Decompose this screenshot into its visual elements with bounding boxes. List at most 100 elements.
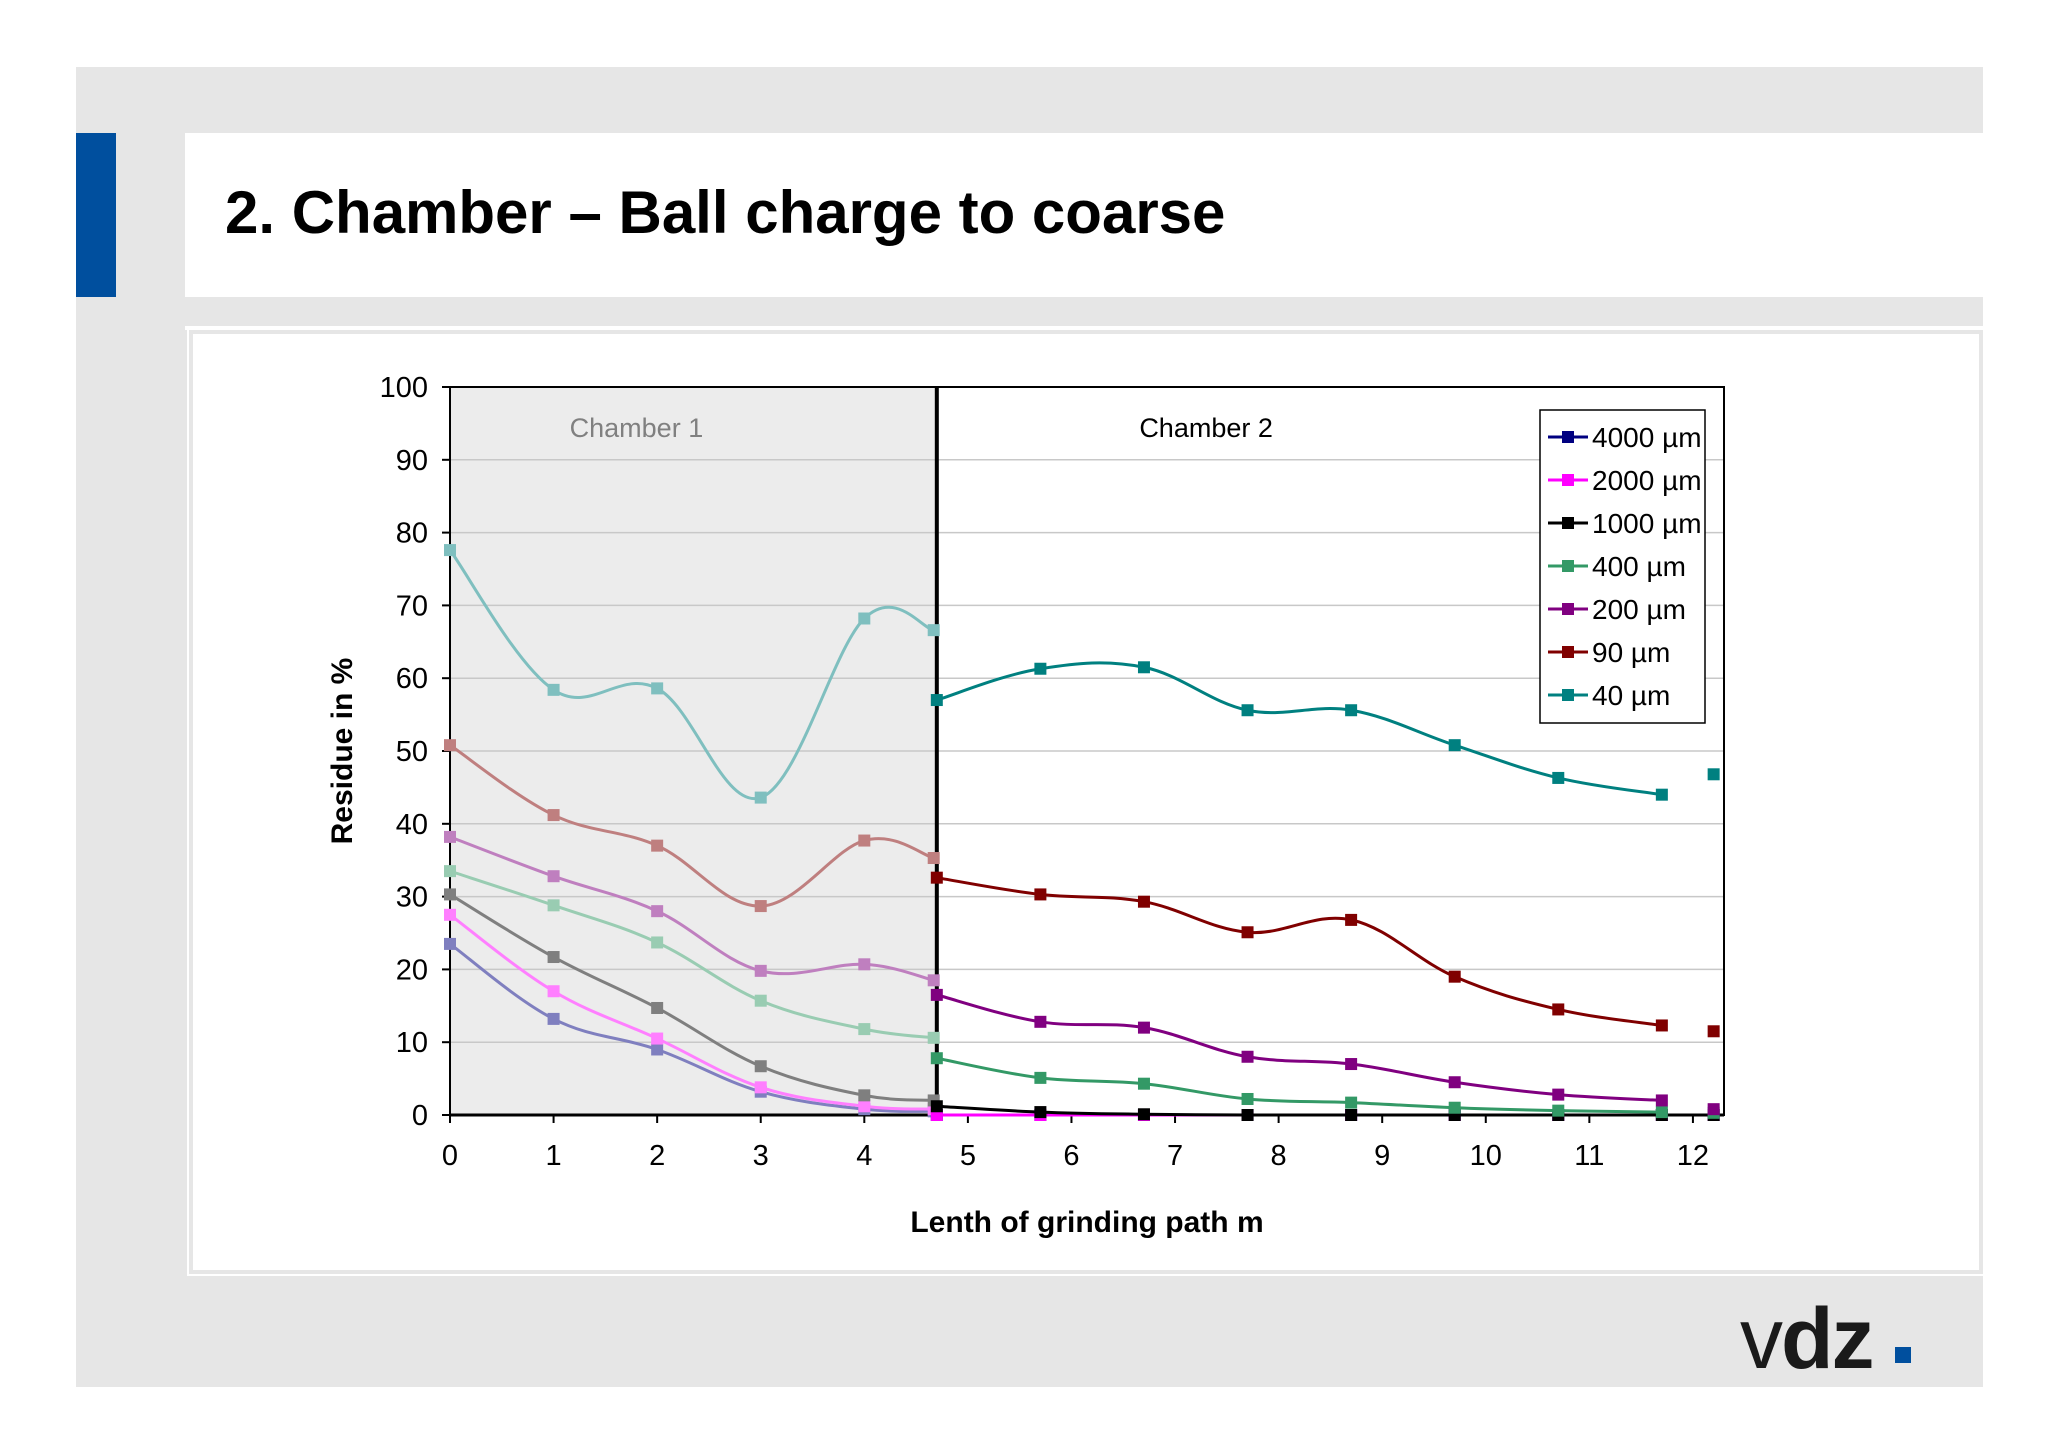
data-point-2000m-chamber1 [858,1100,871,1113]
y-tick-label: 20 [396,954,428,986]
data-point-4000m-chamber1 [547,1012,560,1025]
data-point-200m-chamber2 [1241,1050,1254,1063]
x-axis-title: Lenth of grinding path m [910,1206,1263,1239]
x-tick-label: 11 [1574,1140,1604,1172]
y-tick-label: 100 [380,372,428,404]
data-point-90m-chamber1 [651,839,664,852]
legend-label: 2000 µm [1592,465,1702,496]
data-point-90m-chamber2 [1552,1003,1565,1016]
x-tick-label: 12 [1677,1140,1709,1172]
data-point-40m-chamber1 [754,791,767,804]
data-point-400m-chamber2 [1655,1106,1668,1119]
data-point-200m-chamber1 [858,958,871,971]
data-point-1000m-chamber2 [1137,1108,1150,1121]
accent-bar [76,133,116,297]
data-point-90m-chamber1 [754,900,767,913]
data-point-90m-chamber2 [1448,970,1461,983]
data-point-400m-chamber1 [547,899,560,912]
data-point-40m-chamber2 [1034,662,1047,675]
legend-marker [1562,474,1574,486]
data-point-40m-chamber2 [1707,768,1720,781]
data-point-90m-chamber2 [1034,888,1047,901]
data-point-40m-chamber1 [444,544,456,557]
vdz-logo: vdz [1740,1291,1875,1387]
data-point-400m-chamber2 [930,1052,943,1065]
data-point-40m-chamber2 [1552,771,1565,784]
legend-label: 4000 µm [1592,422,1702,453]
y-tick-label: 90 [396,445,428,477]
y-tick-label: 0 [412,1100,428,1132]
data-point-1000m-chamber2 [930,1100,943,1113]
y-tick-label: 30 [396,882,428,914]
legend-label: 40 µm [1592,680,1670,711]
data-point-40m-chamber2 [1137,661,1150,674]
data-point-200m-chamber2 [1034,1015,1047,1028]
y-tick-label: 60 [396,663,428,695]
data-point-90m-chamber2 [1137,895,1150,908]
data-point-200m-chamber1 [754,964,767,977]
y-tick-label: 50 [396,736,428,768]
data-point-400m-chamber2 [1345,1096,1358,1109]
data-point-40m-chamber1 [651,682,664,695]
data-point-400m-chamber2 [1034,1071,1047,1084]
y-axis-title: Residue in % [326,658,359,845]
legend-label: 400 µm [1592,551,1686,582]
data-point-400m-chamber2 [1448,1101,1461,1114]
data-point-400m-chamber1 [927,1031,940,1044]
x-tick-label: 5 [960,1140,976,1172]
data-point-40m-chamber1 [858,612,871,625]
data-point-1000m-chamber2 [1241,1109,1254,1121]
x-tick-label: 1 [546,1140,562,1172]
x-tick-label: 3 [753,1140,769,1172]
x-tick-label: 6 [1063,1140,1079,1172]
legend-marker [1562,431,1574,443]
logo-dot [1895,1347,1911,1363]
data-point-1000m-chamber1 [858,1089,871,1102]
chamber2-label: Chamber 2 [1139,413,1273,443]
data-point-200m-chamber2 [1707,1103,1720,1116]
data-point-1000m-chamber1 [651,1001,664,1014]
data-point-2000m-chamber1 [754,1081,767,1094]
data-point-200m-chamber1 [651,905,664,918]
title-box [185,133,1983,297]
slide-title: 2. Chamber – Ball charge to coarse [225,179,1226,246]
y-tick-label: 80 [396,518,428,550]
y-tick-label: 10 [396,1027,428,1059]
x-tick-label: 10 [1470,1140,1502,1172]
chamber1-label: Chamber 1 [570,413,704,443]
data-point-40m-chamber2 [1655,788,1668,801]
data-point-400m-chamber1 [444,865,456,878]
data-point-90m-chamber2 [930,871,943,884]
x-tick-label: 2 [649,1140,665,1172]
series-line-200m-chamber2 [936,993,1662,1102]
data-point-200m-chamber2 [1655,1094,1668,1107]
data-point-1000m-chamber1 [444,888,456,901]
data-point-200m-chamber1 [927,974,940,987]
data-point-200m-chamber1 [547,870,560,883]
data-point-90m-chamber2 [1655,1019,1668,1032]
data-point-400m-chamber2 [1241,1092,1254,1105]
data-point-400m-chamber2 [1552,1104,1565,1117]
data-point-40m-chamber2 [1448,739,1461,752]
legend-marker [1562,689,1574,701]
series-line-400m-chamber2 [936,1056,1662,1114]
data-point-200m-chamber2 [1137,1021,1150,1034]
x-tick-label: 9 [1374,1140,1390,1172]
data-point-1000m-chamber2 [1345,1109,1358,1121]
data-point-90m-chamber1 [547,809,560,822]
x-tick-label: 4 [856,1140,872,1172]
data-point-2000m-chamber1 [444,908,456,921]
data-point-200m-chamber2 [1552,1088,1565,1101]
data-point-40m-chamber1 [927,624,940,637]
data-point-90m-chamber1 [858,834,871,847]
data-point-40m-chamber2 [1345,704,1358,717]
x-tick-label: 8 [1271,1140,1287,1172]
x-tick-label: 7 [1167,1140,1183,1172]
legend-label: 200 µm [1592,594,1686,625]
data-point-200m-chamber2 [1448,1076,1461,1089]
data-point-90m-chamber2 [1241,926,1254,939]
data-point-400m-chamber1 [858,1023,871,1036]
legend-label: 1000 µm [1592,508,1702,539]
legend-marker [1562,603,1574,615]
